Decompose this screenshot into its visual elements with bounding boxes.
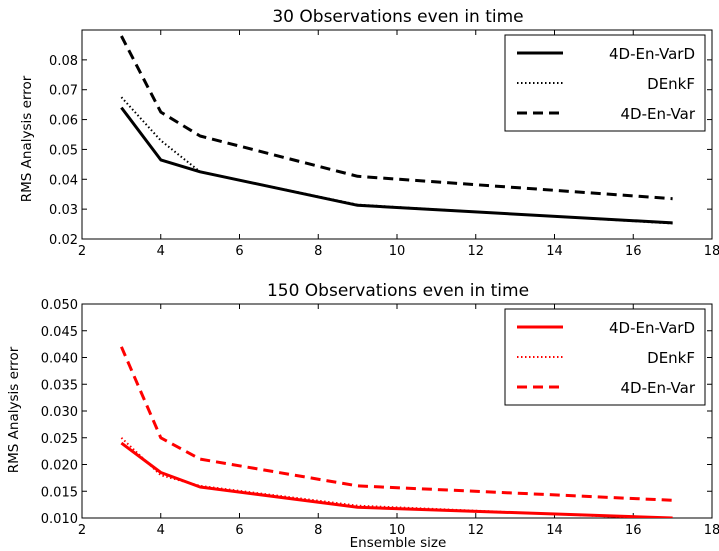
y-tick-label: 0.05 bbox=[49, 143, 78, 158]
legend-entry: 4D-En-VarD bbox=[609, 319, 695, 337]
y-tick-label: 0.030 bbox=[41, 405, 78, 420]
y-tick-label: 0.035 bbox=[41, 378, 78, 393]
y-tick-label: 0.050 bbox=[41, 298, 78, 313]
series-line-denkf bbox=[121, 438, 672, 519]
x-tick-label: 4 bbox=[157, 244, 165, 259]
x-tick-label: 18 bbox=[704, 244, 719, 259]
x-tick-label: 10 bbox=[389, 523, 406, 538]
x-tick-label: 14 bbox=[546, 523, 563, 538]
chart-150-observations: 150 Observations even in time RMS Analys… bbox=[6, 281, 719, 551]
y-tick-label: 0.06 bbox=[49, 114, 78, 129]
chart-title: 30 Observations even in time bbox=[272, 7, 523, 27]
y-tick-label: 0.020 bbox=[41, 459, 78, 474]
x-tick-label: 10 bbox=[389, 244, 406, 259]
y-tick-label: 0.08 bbox=[49, 54, 78, 69]
legend-entry: 4D-En-Var bbox=[621, 379, 696, 397]
legend-entry: 4D-En-VarD bbox=[609, 45, 695, 63]
x-tick-label: 16 bbox=[625, 244, 642, 259]
x-tick-label: 12 bbox=[467, 523, 484, 538]
y-tick-label: 0.040 bbox=[41, 352, 78, 367]
legend-entry: DEnkF bbox=[647, 75, 695, 93]
x-tick-label: 12 bbox=[467, 244, 484, 259]
plot-area: 2 4 6 8 10 12 14 16 18 0.02 0.03 0.04 0.05 0.06 0.07 0.… bbox=[49, 30, 719, 259]
x-tick-label: 2 bbox=[78, 523, 86, 538]
y-tick-label: 0.025 bbox=[41, 432, 78, 447]
x-tick-label: 14 bbox=[546, 244, 563, 259]
y-axis-label: RMS Analysis error bbox=[19, 75, 35, 202]
y-tick-label: 0.07 bbox=[49, 84, 78, 99]
y-tick-label: 0.03 bbox=[49, 203, 78, 218]
y-tick-label: 0.045 bbox=[41, 325, 78, 340]
x-tick-label: 4 bbox=[157, 523, 165, 538]
y-tick-label: 0.02 bbox=[49, 233, 78, 248]
x-tick-label: 8 bbox=[314, 523, 322, 538]
x-tick-label: 6 bbox=[235, 244, 243, 259]
x-tick-label: 18 bbox=[704, 523, 719, 538]
x-tick-label: 6 bbox=[235, 523, 243, 538]
x-tick-label: 8 bbox=[314, 244, 322, 259]
legend-entry: 4D-En-Var bbox=[621, 105, 696, 123]
x-tick-label: 16 bbox=[625, 523, 642, 538]
x-tick-label: 2 bbox=[78, 244, 86, 259]
y-tick-label: 0.010 bbox=[41, 512, 78, 527]
y-tick-label: 0.015 bbox=[41, 485, 78, 500]
plot-area: 2 4 6 8 10 12 14 16 18 0.010 0.015 0.020 0.025 0.030 0… bbox=[41, 298, 719, 538]
chart-30-observations: 30 Observations even in time RMS Analysi… bbox=[19, 7, 719, 259]
legend-entry: DEnkF bbox=[647, 349, 695, 367]
y-axis-label: RMS Analysis error bbox=[6, 346, 22, 473]
y-tick-label: 0.04 bbox=[49, 173, 78, 188]
chart-title: 150 Observations even in time bbox=[267, 281, 529, 301]
